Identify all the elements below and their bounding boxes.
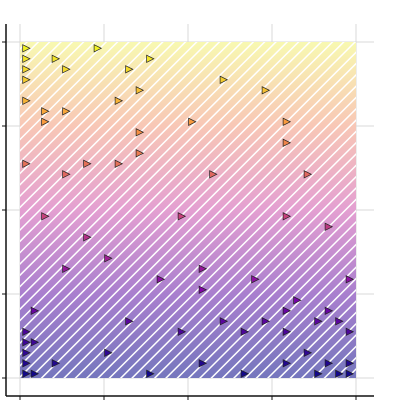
data-point [198, 359, 208, 368]
data-point [41, 117, 50, 126]
data-point [345, 275, 355, 284]
data-point [209, 170, 218, 179]
axes [2, 24, 374, 400]
data-point [345, 359, 355, 368]
data-point [22, 44, 31, 53]
data-point [22, 338, 31, 347]
data-point [51, 359, 61, 368]
data-point [62, 65, 71, 74]
data-point [177, 212, 187, 221]
data-point [188, 117, 197, 126]
data-point [240, 327, 250, 336]
data-point [83, 159, 92, 168]
data-point [146, 369, 155, 378]
data-point [22, 96, 31, 105]
data-point [219, 317, 229, 326]
data-point [198, 264, 208, 273]
data-point [282, 138, 292, 147]
data-point [177, 327, 187, 336]
data-point [41, 212, 50, 221]
hatched-gradient-area [20, 42, 356, 378]
data-point [146, 54, 155, 63]
data-point [114, 96, 124, 105]
data-point [62, 264, 71, 273]
data-point [261, 86, 271, 95]
data-point [198, 285, 208, 294]
data-point [22, 75, 31, 84]
data-point [303, 348, 313, 357]
data-point [22, 54, 31, 63]
data-point [41, 107, 50, 116]
data-point [282, 117, 292, 126]
data-point [324, 359, 334, 368]
data-point [324, 306, 334, 315]
data-point [293, 296, 302, 305]
data-point [62, 107, 71, 116]
data-point [282, 212, 292, 221]
data-point [30, 369, 40, 378]
data-point [22, 359, 31, 368]
data-point [125, 317, 134, 326]
data-point [22, 159, 31, 168]
data-point [345, 327, 355, 336]
data-point [51, 54, 61, 63]
data-point [219, 75, 229, 84]
data-point [125, 65, 134, 74]
data-point [22, 369, 31, 378]
data-point [345, 369, 355, 378]
data-point [324, 222, 334, 231]
data-point [135, 128, 145, 137]
data-point [335, 317, 344, 326]
data-point [135, 149, 145, 158]
data-point [22, 65, 31, 74]
data-point [156, 275, 166, 284]
data-point [62, 170, 71, 179]
data-point [93, 44, 103, 53]
data-point [30, 338, 40, 347]
data-point [114, 159, 124, 168]
data-point [282, 327, 292, 336]
data-point [314, 317, 323, 326]
data-point [335, 369, 344, 378]
data-point [240, 369, 250, 378]
data-point [104, 254, 113, 263]
data-points [22, 44, 355, 378]
data-point [83, 233, 92, 242]
data-point [303, 170, 313, 179]
data-point [282, 359, 292, 368]
data-point [104, 348, 113, 357]
data-point [22, 348, 31, 357]
data-point [30, 306, 40, 315]
data-point [282, 306, 292, 315]
data-point [22, 327, 31, 336]
data-point [251, 275, 260, 284]
data-point [261, 317, 271, 326]
data-point [135, 86, 145, 95]
data-point [314, 369, 323, 378]
